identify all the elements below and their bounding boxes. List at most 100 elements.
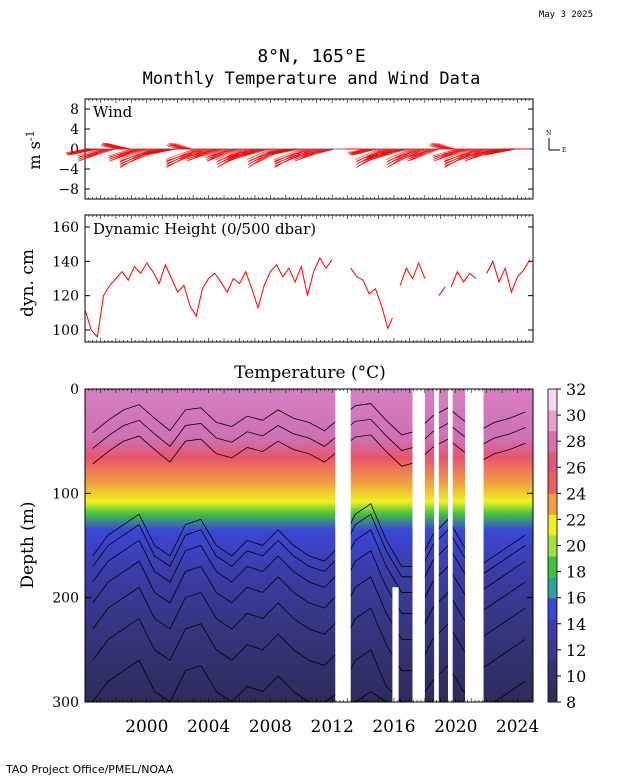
wind-stick — [275, 148, 315, 164]
dynamic-height-y-tick-label: 160 — [52, 220, 79, 236]
wind-stick — [165, 148, 196, 163]
wind-stick — [486, 148, 514, 154]
x-tick-label: 2016 — [372, 717, 415, 737]
wind-stick — [173, 144, 191, 150]
colorbar-swatch — [548, 681, 557, 703]
wind-stick — [270, 148, 300, 154]
colorbar-swatch — [548, 389, 557, 411]
wind-stick — [79, 148, 114, 159]
wind-stick — [348, 148, 366, 154]
colorbar-tick-label: 32 — [566, 380, 586, 399]
isotherm-contour — [92, 418, 526, 452]
dynamic-height-y-tick-label: 140 — [52, 254, 79, 270]
isotherm-contour — [92, 576, 526, 640]
x-tick-label: 2024 — [496, 717, 539, 737]
wind-stick — [105, 144, 128, 150]
dynamic-height-y-tick-label: 100 — [52, 323, 79, 339]
compass-indicator: N E — [546, 130, 566, 154]
x-tick-label: 2004 — [187, 717, 230, 737]
compass-north-label: N — [546, 130, 551, 137]
wind-stick — [65, 148, 86, 153]
wind-stick — [209, 148, 238, 159]
wind-stick — [77, 148, 102, 157]
wind-stick — [228, 148, 267, 157]
wind-stick — [434, 148, 468, 157]
wind-stick — [70, 148, 99, 154]
colorbar-swatch — [548, 493, 557, 515]
wind-stick — [185, 148, 210, 157]
wind-stick — [110, 148, 145, 159]
temperature-field — [85, 389, 533, 702]
wind-stick — [209, 148, 239, 161]
wind-stick — [435, 148, 469, 159]
dynamic-height-line — [450, 270, 477, 288]
temperature-y-tick-label: 0 — [70, 382, 79, 398]
temperature-y-axis-label: Depth (m) — [18, 501, 38, 588]
wind-stick — [111, 148, 147, 161]
data-gap — [335, 389, 351, 702]
temperature-colorbar: 32 30 28 26 24 22 20 18 16 14 12 10 8 — [547, 380, 586, 712]
wind-stick — [354, 148, 378, 155]
wind-stick — [188, 148, 224, 161]
temperature-y-tick-label: 300 — [52, 695, 79, 711]
wind-stick — [274, 148, 304, 163]
colorbar-swatch — [548, 451, 557, 473]
wind-stick — [274, 148, 309, 162]
colorbar-tick-label: 26 — [566, 458, 586, 477]
chart-title-location: 8°N, 165°E — [257, 46, 366, 67]
wind-stick — [108, 148, 133, 157]
colorbar-tick-label: 28 — [566, 432, 586, 451]
colorbar-swatch — [548, 576, 557, 599]
wind-stick — [435, 144, 452, 150]
wind-stick — [166, 148, 201, 162]
wind-stick — [174, 143, 193, 150]
data-gap — [392, 587, 399, 702]
wind-stick — [142, 148, 164, 153]
wind-stick — [487, 148, 517, 155]
wind-stick — [165, 148, 195, 160]
wind-y-axis-unit: m s — [25, 141, 44, 169]
wind-stick — [166, 145, 179, 150]
wind-stick — [366, 148, 395, 157]
wind-stick — [110, 148, 143, 157]
wind-stick — [69, 148, 97, 154]
wind-stick — [147, 148, 177, 155]
wind-stick — [79, 148, 113, 157]
colorbar-swatch — [548, 514, 557, 536]
colorbar-swatch — [548, 660, 557, 682]
colorbar-tick-label: 20 — [566, 537, 586, 556]
isotherm-contour — [92, 550, 526, 614]
temperature-y-tick-label: 100 — [52, 486, 79, 502]
wind-stick — [432, 148, 457, 157]
wind-stick — [270, 148, 298, 154]
colorbar-tick-label: 14 — [566, 615, 586, 634]
wind-y-axis-label: m s-1 — [24, 130, 44, 169]
wind-stick — [367, 148, 406, 157]
wind-stick — [408, 148, 436, 162]
wind-stick — [166, 148, 207, 164]
wind-y-axis-exponent: -1 — [24, 130, 37, 141]
wind-stick — [388, 148, 422, 161]
dynamic-height-line — [84, 256, 333, 338]
colorbar-tick-label: 22 — [566, 510, 586, 529]
dynamic-height-label: Dynamic Height (0/500 dbar) — [93, 220, 316, 238]
wind-stick — [409, 148, 439, 159]
wind-stick — [120, 148, 154, 162]
wind-stick — [444, 148, 479, 162]
wind-stick — [367, 148, 409, 161]
colorbar-swatch — [548, 555, 557, 578]
wind-stick — [444, 148, 483, 161]
wind-y-tick-label: −4 — [58, 162, 79, 178]
isotherm-contour — [92, 503, 526, 567]
colorbar-swatch — [548, 597, 557, 620]
colorbar-swatch — [548, 639, 557, 661]
wind-stick — [353, 148, 375, 154]
wind-stick — [367, 148, 408, 159]
isotherm-contour — [92, 403, 526, 436]
wind-panel: Wind 8 4 0 −4 −8 m s-1 N E — [24, 98, 566, 200]
wind-stick — [208, 148, 236, 157]
colorbar-tick-label: 12 — [566, 641, 586, 660]
data-gap — [412, 389, 425, 702]
x-tick-label: 2020 — [434, 717, 477, 737]
wind-stick — [227, 148, 256, 157]
